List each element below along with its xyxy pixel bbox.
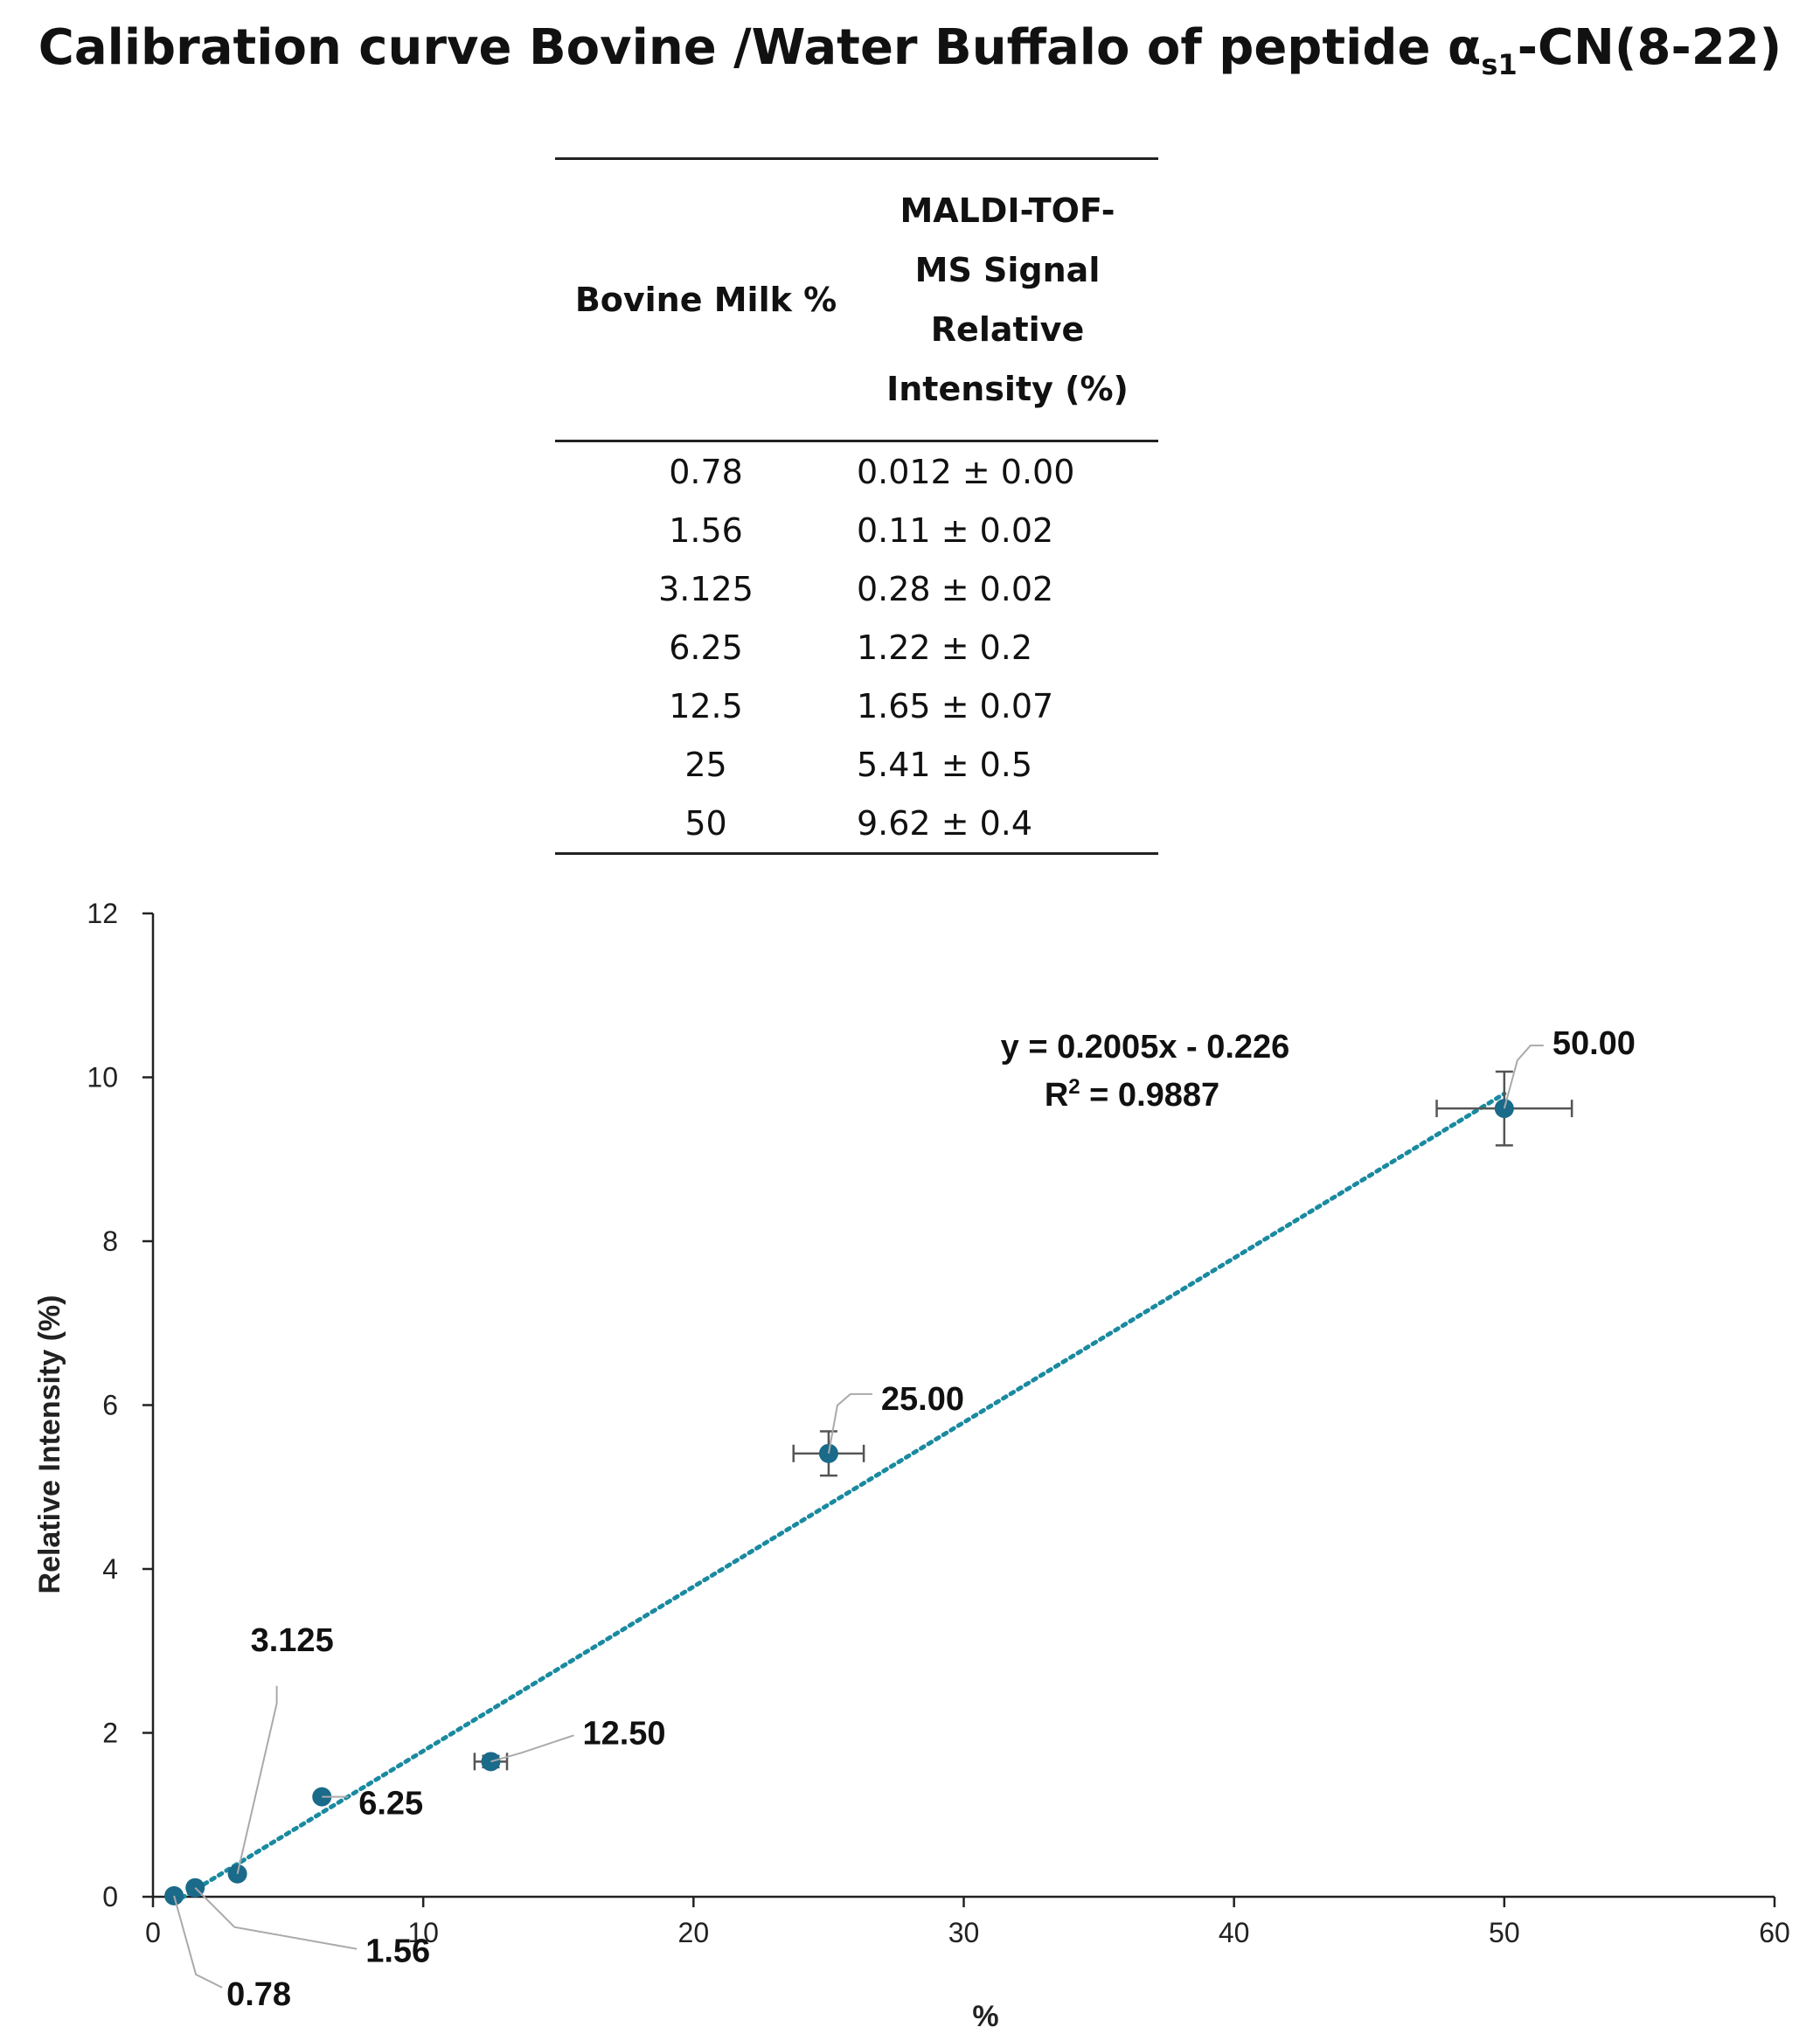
x-tick-label: 10 (407, 1917, 439, 1948)
y-tick-label: 12 (87, 898, 118, 929)
data-label-leader (194, 1886, 358, 1950)
y-tick-label: 0 (102, 1881, 118, 1913)
cell-milk: 3.125 (658, 569, 754, 608)
calibration-table: Bovine Milk % MALDI-TOF-MS Signal Relati… (555, 157, 1158, 855)
y-tick-label: 2 (102, 1718, 118, 1749)
x-tick-label: 30 (948, 1917, 980, 1948)
cell-intensity: 0.11 ± 0.02 (857, 510, 1054, 550)
x-tick-label: 50 (1489, 1917, 1520, 1948)
table-header-row: Bovine Milk % MALDI-TOF-MS Signal Relati… (555, 158, 1158, 441)
data-label-leader (490, 1734, 574, 1763)
data-label: 6.25 (358, 1786, 423, 1822)
header-signal-intensity: MALDI-TOF-MS Signal Relative Intensity (… (886, 191, 1129, 408)
trendline-r2: R2 = 0.9887 (1045, 1075, 1219, 1114)
x-axis-title: % (972, 2000, 998, 2033)
cell-milk: 25 (684, 745, 727, 784)
cell-intensity: 0.28 ± 0.02 (857, 569, 1054, 608)
table-row: 0.78 0.012 ± 0.00 (555, 441, 1158, 502)
x-tick-label: 0 (145, 1917, 161, 1948)
data-label: 1.56 (365, 1933, 430, 1970)
header-bovine-milk: Bovine Milk % (574, 281, 837, 319)
cell-intensity: 0.012 ± 0.00 (857, 452, 1075, 491)
data-label: 0.78 (226, 1976, 291, 2013)
y-tick-label: 8 (102, 1225, 118, 1257)
cell-milk: 50 (684, 803, 727, 843)
table-row: 50 9.62 ± 0.4 (555, 794, 1158, 854)
trendline-equation: y = 0.2005x - 0.226 (1001, 1029, 1290, 1066)
x-tick-label: 20 (678, 1917, 710, 1948)
cell-intensity: 9.62 ± 0.4 (857, 803, 1033, 843)
cell-milk: 6.25 (669, 628, 743, 667)
y-axis-title: Relative Intensity (%) (33, 1295, 66, 1594)
data-label: 3.125 (251, 1622, 334, 1659)
data-label: 50.00 (1553, 1025, 1636, 1062)
table-row: 25 5.41 ± 0.5 (555, 735, 1158, 794)
cell-intensity: 1.22 ± 0.2 (857, 628, 1033, 667)
y-tick-label: 4 (102, 1553, 118, 1585)
y-tick-label: 10 (87, 1062, 118, 1093)
cell-intensity: 1.65 ± 0.07 (857, 686, 1054, 725)
table-row: 6.25 1.22 ± 0.2 (555, 618, 1158, 677)
cell-milk: 12.5 (669, 686, 743, 725)
page-title: Calibration curve Bovine /Water Buffalo … (38, 19, 1782, 82)
cell-intensity: 5.41 ± 0.5 (857, 745, 1033, 784)
table-row: 3.125 0.28 ± 0.02 (555, 559, 1158, 618)
data-label-leader (1503, 1045, 1544, 1109)
data-label: 12.50 (582, 1715, 665, 1752)
table-row: 12.5 1.65 ± 0.07 (555, 677, 1158, 735)
cell-milk: 1.56 (669, 510, 743, 550)
data-label-leader (236, 1685, 278, 1874)
cell-milk: 0.78 (669, 452, 743, 491)
data-label-leader (173, 1895, 223, 1989)
x-tick-label: 60 (1759, 1917, 1790, 1948)
data-label-leader (827, 1392, 872, 1454)
table-row: 1.56 0.11 ± 0.02 (555, 501, 1158, 559)
data-label: 25.00 (881, 1381, 964, 1418)
trendline (171, 1091, 1507, 1906)
y-tick-label: 6 (102, 1390, 118, 1421)
x-tick-label: 40 (1219, 1917, 1250, 1948)
